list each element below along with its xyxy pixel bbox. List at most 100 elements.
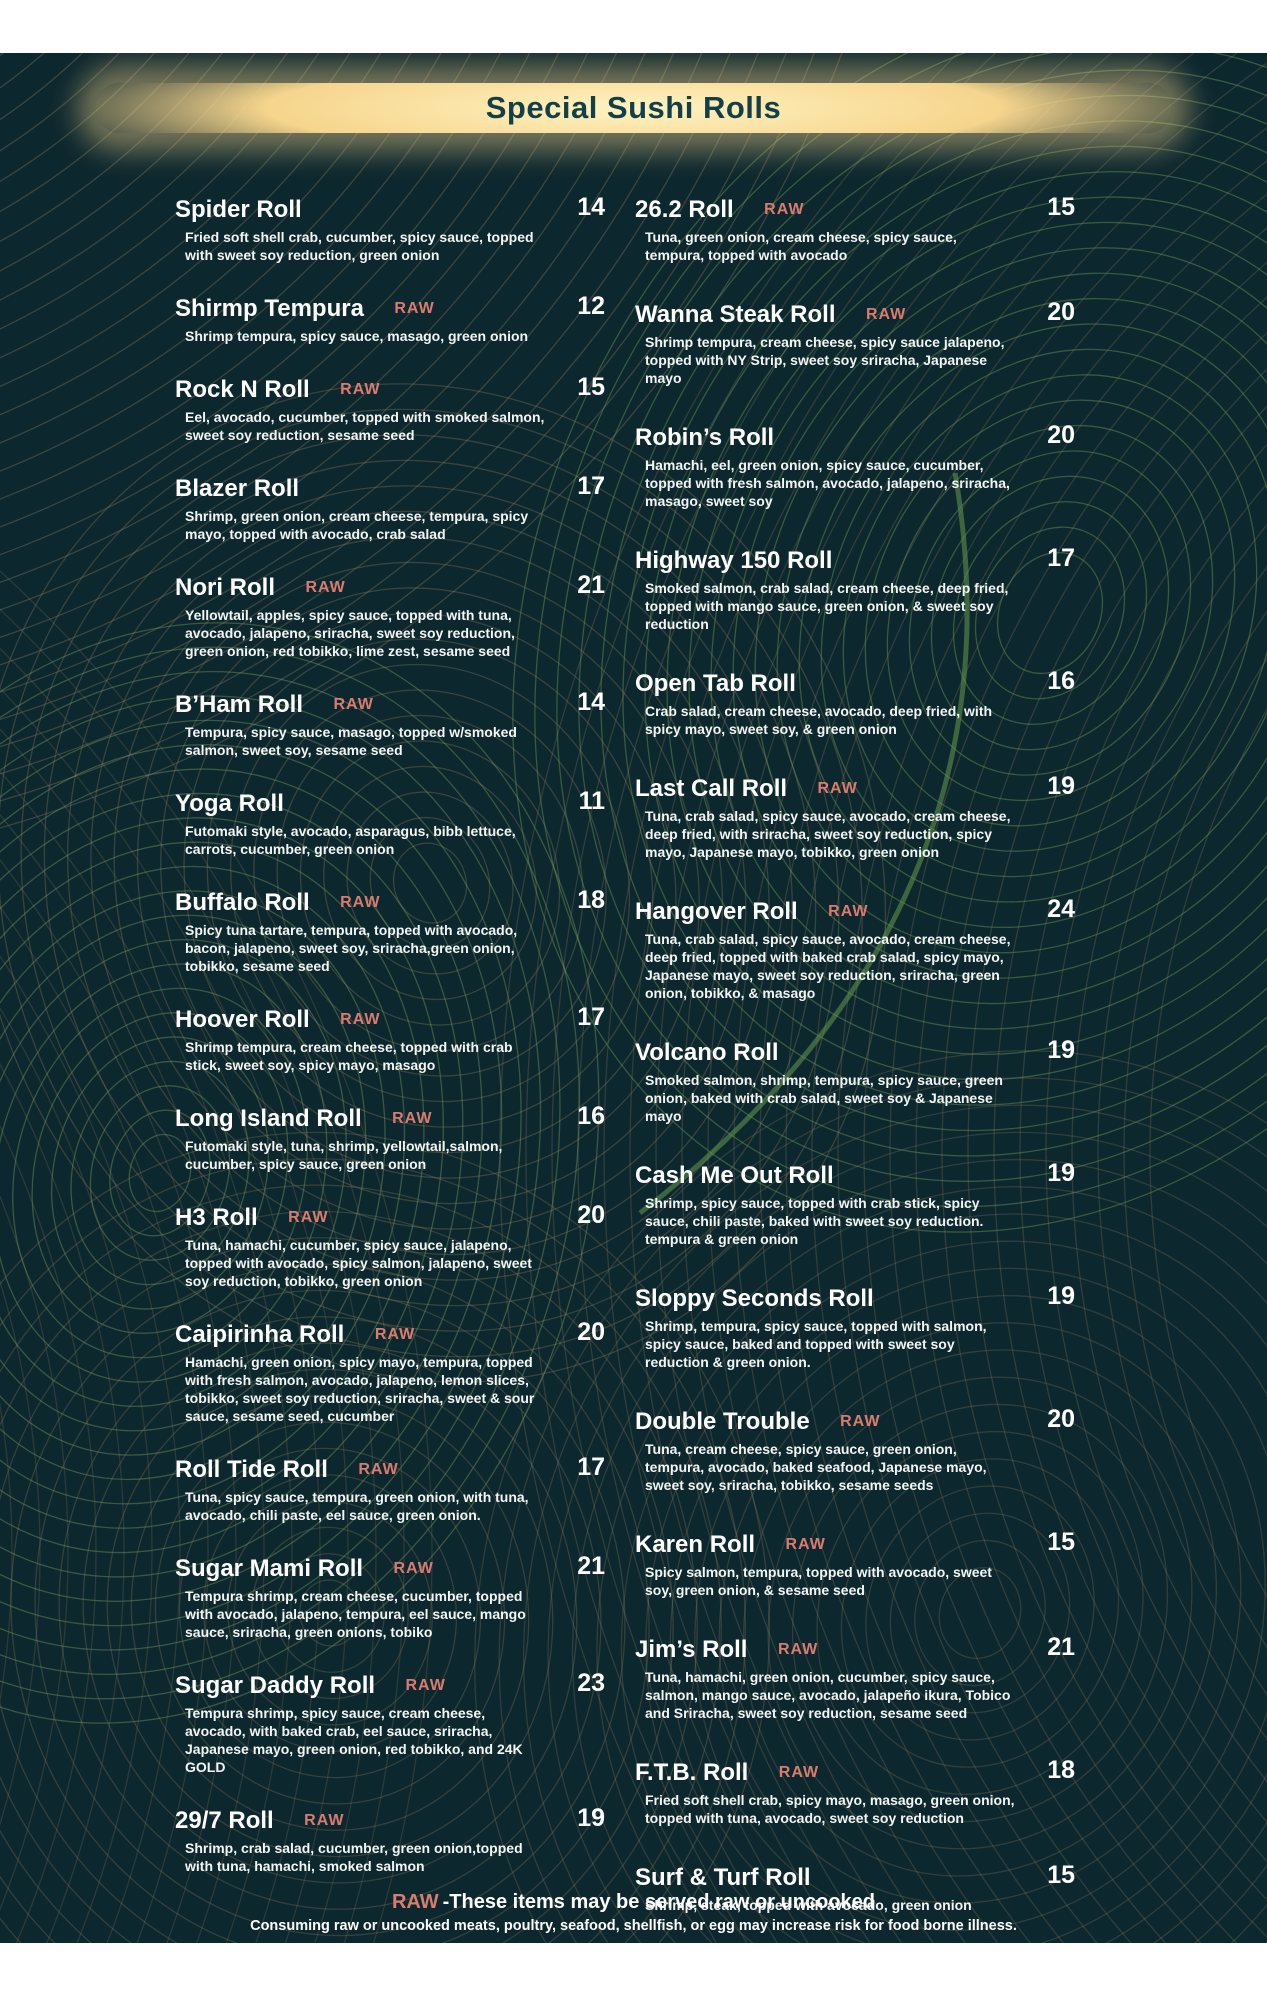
item-header: Volcano Roll — [635, 1038, 1017, 1068]
item-header: Last Call Roll RAW — [635, 774, 1017, 804]
raw-badge: RAW — [304, 1812, 345, 1829]
menu-item: Blazer Roll 17 Shrimp, green onion, crea… — [175, 472, 605, 543]
menu-column-right: 26.2 Roll RAW 15 Tuna, green onion, crea… — [635, 193, 1075, 1943]
item-price: 19 — [1047, 1282, 1075, 1310]
item-description: Yellowtail, apples, spicy sauce, topped … — [185, 607, 515, 659]
item-name: Nori Roll — [175, 574, 275, 601]
menu-item: Yoga Roll 11 Futomaki style, avocado, as… — [175, 787, 605, 858]
item-name: H3 Roll — [175, 1204, 258, 1231]
raw-badge: RAW — [340, 894, 381, 911]
menu-item: Surf & Turf Roll 15 Shrimp, steak, toppe… — [635, 1861, 1075, 1914]
raw-badge: RAW — [840, 1413, 881, 1430]
item-price: 20 — [1047, 298, 1075, 326]
item-header: Robin’s Roll — [635, 423, 1017, 453]
item-name: Cash Me Out Roll — [635, 1162, 834, 1189]
item-description: Shrimp tempura, cream cheese, topped wit… — [185, 1039, 513, 1073]
raw-legend: RAW -These items may be served raw or unc… — [0, 1891, 1267, 1914]
item-price: 20 — [1047, 421, 1075, 449]
menu-item: Nori Roll RAW 21 Yellowtail, apples, spi… — [175, 571, 605, 660]
menu-item: H3 Roll RAW 20 Tuna, hamachi, cucumber, … — [175, 1201, 605, 1290]
item-name: Wanna Steak Roll — [635, 301, 836, 328]
item-header: Jim’s Roll RAW — [635, 1635, 1017, 1665]
menu-item: Buffalo Roll RAW 18 Spicy tuna tartare, … — [175, 886, 605, 975]
raw-badge: RAW — [374, 1326, 416, 1343]
item-header: Nori Roll RAW — [175, 573, 547, 603]
menu-item: Shirmp Tempura RAW 12 Shrimp tempura, sp… — [175, 292, 605, 345]
item-description: Tuna, hamachi, green onion, cucumber, sp… — [645, 1669, 1011, 1721]
item-description: Tempura shrimp, spicy sauce, cream chees… — [185, 1705, 523, 1775]
item-name: Surf & Turf Roll — [635, 1864, 811, 1891]
raw-badge: RAW — [764, 201, 805, 218]
menu-item: Hangover Roll RAW 24 Tuna, crab salad, s… — [635, 895, 1075, 1002]
item-header: Cash Me Out Roll — [635, 1161, 1017, 1191]
item-header: Hangover Roll RAW — [635, 897, 1017, 927]
item-header: Highway 150 Roll — [635, 546, 1017, 576]
item-name: Long Island Roll — [175, 1105, 362, 1132]
item-description: Futomaki style, tuna, shrimp, yellowtail… — [185, 1138, 503, 1172]
disclaimer-text: Consuming raw or uncooked meats, poultry… — [250, 1918, 1017, 1934]
menu-item: Spider Roll 14 Fried soft shell crab, cu… — [175, 193, 605, 264]
menu-item: Karen Roll RAW 15 Spicy salmon, tempura,… — [635, 1528, 1075, 1599]
item-header: Blazer Roll — [175, 474, 547, 504]
item-description: Fried soft shell crab, spicy mayo, masag… — [645, 1792, 1015, 1826]
item-header: Caipirinha Roll RAW — [175, 1320, 547, 1350]
page-title: Special Sushi Rolls — [485, 90, 782, 125]
menu-item: Long Island Roll RAW 16 Futomaki style, … — [175, 1102, 605, 1173]
item-price: 15 — [1047, 1528, 1075, 1556]
raw-badge: RAW — [392, 1110, 433, 1127]
menu-surface: Special Sushi Rolls Spider Roll 14 Fried… — [0, 53, 1267, 1943]
item-header: 29/7 Roll RAW — [175, 1806, 547, 1836]
raw-badge: RAW — [817, 780, 858, 797]
item-name: Shirmp Tempura — [175, 295, 364, 322]
item-header: Buffalo Roll RAW — [175, 888, 547, 918]
raw-badge: RAW — [394, 300, 435, 317]
item-description: Tempura shrimp, cream cheese, cucumber, … — [185, 1588, 526, 1640]
menu-item: Roll Tide Roll RAW 17 Tuna, spicy sauce,… — [175, 1453, 605, 1524]
item-price: 16 — [577, 1102, 605, 1130]
item-price: 21 — [577, 1552, 605, 1580]
item-header: H3 Roll RAW — [175, 1203, 547, 1233]
item-description: Shrimp tempura, spicy sauce, masago, gre… — [185, 328, 529, 344]
item-name: Open Tab Roll — [635, 670, 796, 697]
item-name: Double Trouble — [635, 1408, 810, 1435]
item-name: Jim’s Roll — [635, 1636, 748, 1663]
item-description: Shrimp tempura, cream cheese, spicy sauc… — [645, 334, 1005, 386]
menu-item: Sugar Mami Roll RAW 21 Tempura shrimp, c… — [175, 1552, 605, 1641]
item-name: Hangover Roll — [635, 898, 798, 925]
item-description: Tuna, spicy sauce, tempura, green onion,… — [185, 1489, 529, 1523]
raw-badge: RAW — [785, 1536, 826, 1553]
item-description: Futomaki style, avocado, asparagus, bibb… — [185, 823, 516, 857]
item-price: 11 — [578, 787, 605, 815]
raw-badge: RAW — [333, 696, 374, 713]
item-header: Karen Roll RAW — [635, 1530, 1017, 1560]
item-price: 17 — [577, 1453, 605, 1481]
item-description: Shrimp, tempura, spicy sauce, topped wit… — [645, 1318, 987, 1370]
item-name: Caipirinha Roll — [175, 1321, 345, 1348]
raw-badge: RAW — [405, 1677, 446, 1694]
item-name: Robin’s Roll — [635, 424, 775, 451]
raw-legend-text: -These items may be served raw or uncook… — [442, 1891, 876, 1913]
menu-item: Double Trouble RAW 20 Tuna, cream cheese… — [635, 1405, 1075, 1494]
raw-badge: RAW — [777, 1641, 819, 1658]
item-price: 24 — [1047, 895, 1075, 923]
menu-column-left: Spider Roll 14 Fried soft shell crab, cu… — [175, 193, 605, 1905]
raw-badge: RAW — [778, 1764, 820, 1781]
raw-badge: RAW — [288, 1209, 329, 1226]
raw-badge: RAW — [340, 381, 381, 398]
item-name: Last Call Roll — [635, 775, 788, 802]
item-price: 19 — [1047, 1159, 1075, 1187]
item-header: Spider Roll — [175, 195, 547, 225]
item-name: Rock N Roll — [175, 376, 310, 403]
item-description: Tuna, cream cheese, spicy sauce, green o… — [645, 1441, 987, 1493]
item-description: Spicy salmon, tempura, topped with avoca… — [645, 1564, 992, 1598]
menu-item: B’Ham Roll RAW 14 Tempura, spicy sauce, … — [175, 688, 605, 759]
item-description: Eel, avocado, cucumber, topped with smok… — [185, 409, 545, 443]
item-name: Blazer Roll — [175, 475, 300, 502]
item-header: Yoga Roll — [175, 789, 547, 819]
item-price: 19 — [1047, 1036, 1075, 1064]
menu-item: Open Tab Roll 16 Crab salad, cream chees… — [635, 667, 1075, 738]
title-banner: Special Sushi Rolls — [95, 83, 1172, 133]
item-price: 15 — [1047, 193, 1075, 221]
menu-item: Jim’s Roll RAW 21 Tuna, hamachi, green o… — [635, 1633, 1075, 1722]
